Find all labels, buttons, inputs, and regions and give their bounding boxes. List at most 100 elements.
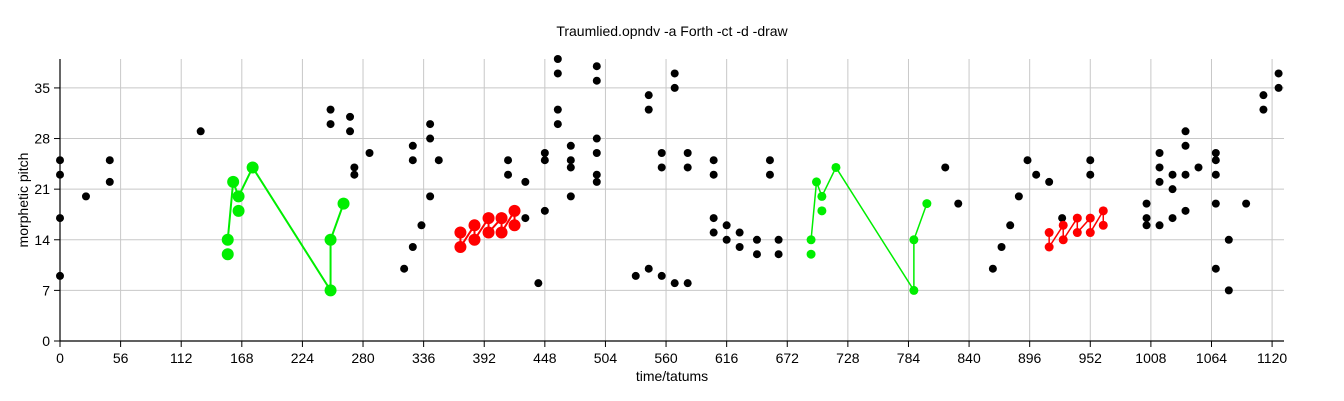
note-point	[1211, 156, 1220, 165]
note-point	[670, 279, 679, 288]
x-tick-label: 504	[594, 350, 618, 366]
pattern-green-point	[806, 249, 816, 259]
note-point	[1181, 206, 1190, 215]
pattern-green-point	[811, 177, 821, 187]
note-point	[722, 235, 731, 244]
pattern-green-point	[227, 175, 240, 188]
note-point	[709, 156, 718, 165]
note-point	[683, 163, 692, 172]
pattern-green-point	[232, 190, 245, 203]
note-point	[1155, 163, 1164, 172]
note-point	[350, 170, 359, 179]
note-point	[1045, 177, 1054, 186]
pattern-red-point	[454, 226, 467, 239]
note-point	[1181, 170, 1190, 179]
pattern-red-line	[459, 207, 516, 251]
note-point	[683, 279, 692, 288]
note-point	[426, 120, 435, 129]
pattern-red-point	[1098, 220, 1108, 230]
x-tick-label: 784	[897, 350, 921, 366]
note-point	[350, 163, 359, 172]
pattern-green-line	[810, 165, 928, 293]
note-point	[774, 235, 783, 244]
note-point	[1086, 170, 1095, 179]
chart-title: Traumlied.opndv -a Forth -ct -d -draw	[556, 23, 788, 39]
note-point	[56, 170, 64, 179]
note-point	[504, 170, 513, 179]
note-point	[709, 170, 718, 179]
note-point	[1155, 177, 1164, 186]
note-point	[1211, 149, 1220, 157]
x-tick-label: 840	[957, 350, 981, 366]
x-tick-label: 280	[351, 350, 375, 366]
pattern-red-point	[495, 212, 508, 225]
note-point	[774, 250, 783, 259]
note-point	[521, 177, 530, 186]
x-tick-label: 1008	[1135, 350, 1166, 366]
y-tick-label: 7	[42, 282, 50, 298]
pattern-red-point	[1044, 228, 1054, 238]
note-point	[56, 271, 64, 280]
note-point	[1181, 141, 1190, 150]
note-point	[592, 177, 601, 186]
pattern-green-point	[246, 161, 259, 174]
pattern-red-point	[495, 226, 508, 239]
note-point	[670, 69, 679, 78]
note-point	[709, 228, 718, 237]
note-point	[1006, 221, 1015, 230]
note-point	[553, 55, 562, 63]
pattern-green-point	[232, 204, 245, 217]
x-tick-label: 224	[291, 350, 315, 366]
note-point	[954, 199, 963, 208]
note-point	[553, 105, 562, 114]
pattern-red-point	[508, 204, 521, 217]
note-point	[735, 228, 744, 237]
note-point	[988, 264, 997, 273]
note-point	[540, 156, 549, 165]
note-point	[765, 156, 774, 165]
note-point	[1086, 156, 1095, 165]
x-tick-label: 448	[533, 350, 557, 366]
note-point	[1142, 199, 1151, 208]
note-point	[1274, 83, 1283, 92]
note-point	[735, 243, 744, 251]
x-tick-label: 896	[1018, 350, 1042, 366]
note-point	[566, 163, 575, 172]
grid-lines	[59, 59, 1284, 342]
note-point	[521, 214, 530, 223]
note-point	[365, 149, 374, 157]
note-point	[644, 105, 653, 114]
note-point	[1155, 149, 1164, 157]
note-point	[592, 149, 601, 157]
note-point	[1023, 156, 1032, 165]
pattern-green-point	[221, 233, 234, 246]
note-point	[765, 170, 774, 179]
pattern-green-point	[806, 235, 816, 245]
note-point	[683, 149, 692, 157]
note-point	[631, 271, 640, 280]
note-point	[1211, 264, 1220, 273]
note-point	[644, 264, 653, 273]
note-point	[346, 127, 355, 136]
note-point	[941, 163, 950, 172]
pattern-green-point	[922, 199, 932, 209]
y-tick-label: 28	[34, 131, 50, 147]
note-point	[1242, 199, 1251, 208]
note-point	[592, 170, 601, 179]
note-point	[1168, 214, 1177, 223]
note-point	[105, 156, 114, 165]
note-point	[417, 221, 426, 230]
note-point	[1142, 214, 1151, 223]
y-tick-label: 0	[42, 333, 50, 349]
x-tick-labels: 0 56 112 168 224 280 336 392 448 504 560 616 672 728 7…	[56, 350, 1287, 366]
note-point	[670, 83, 679, 92]
note-point	[540, 149, 549, 157]
note-point	[752, 235, 761, 244]
pattern-red-point	[1098, 206, 1108, 216]
pattern-green-point	[817, 191, 827, 201]
note-point	[566, 192, 575, 201]
pattern-green-point	[909, 235, 919, 245]
note-point	[592, 76, 601, 85]
axes	[54, 59, 1284, 347]
